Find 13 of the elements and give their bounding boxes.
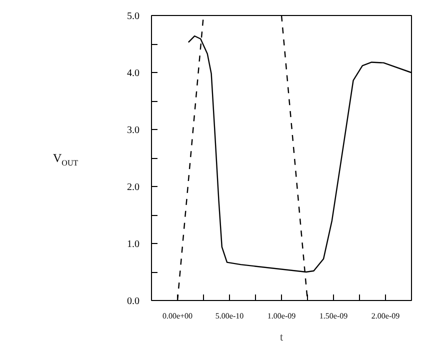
y-tick-label: 3.0	[127, 125, 140, 136]
y-tick-label: 5.0	[127, 11, 140, 22]
x-axis-title: t	[280, 332, 284, 344]
x-tick-label: 2.00e-09	[371, 312, 400, 320]
y-tick-label: 1.0	[127, 239, 140, 250]
x-tick-label: 5.00e-10	[215, 312, 244, 320]
x-tick-label: 0.00e+00	[162, 312, 193, 320]
x-tick-label: 1.50e-09	[319, 312, 348, 320]
y-axis-title: V$_{OUT}$	[53, 150, 78, 169]
y-tick-label: 4.0	[127, 68, 140, 79]
y-tick-label: 0.0	[127, 296, 140, 307]
x-tick-label: 1.00e-09	[267, 312, 296, 320]
y-tick-label: 2.0	[127, 182, 140, 193]
